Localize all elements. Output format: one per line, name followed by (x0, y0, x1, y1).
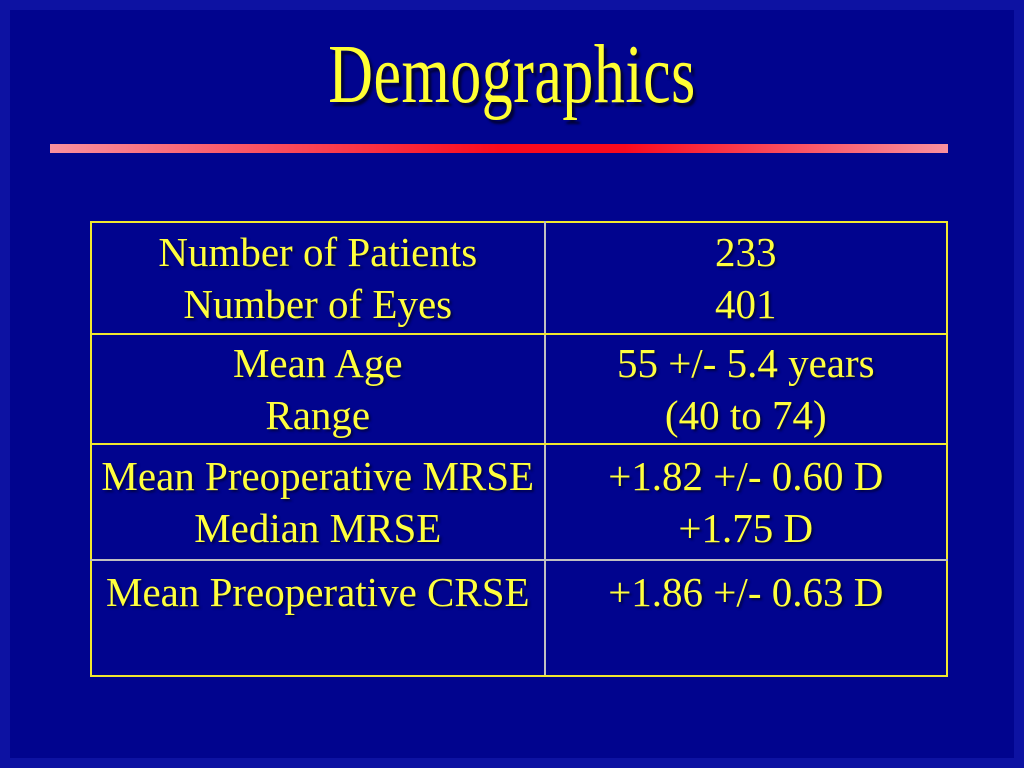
value-line: +1.82 +/- 0.60 D (608, 453, 884, 499)
value-cell: 233 401 (543, 221, 949, 335)
value-line: 401 (715, 281, 777, 327)
table-row: Number of Patients Number of Eyes 233 40… (90, 221, 949, 335)
label-line: Range (265, 392, 371, 438)
table-row: Mean Preoperative CRSE +1.86 +/- 0.63 D (90, 559, 949, 677)
value-cell: 55 +/- 5.4 years (40 to 74) (543, 333, 949, 445)
label-line: Number of Eyes (183, 281, 453, 327)
table-row: Mean Preoperative MRSE Median MRSE +1.82… (90, 443, 949, 561)
title-underline (50, 144, 948, 153)
label-cell: Mean Age Range (90, 333, 546, 445)
label-line: Number of Patients (158, 229, 478, 275)
table-row: Mean Age Range 55 +/- 5.4 years (40 to 7… (90, 333, 949, 445)
label-line: Mean Preoperative MRSE (101, 453, 535, 499)
label-cell: Mean Preoperative MRSE Median MRSE (90, 443, 546, 561)
label-line: Mean Preoperative CRSE (105, 569, 530, 615)
slide: Demographics Number of Patients Number o… (10, 10, 1014, 758)
value-line: 233 (715, 229, 777, 275)
value-line: (40 to 74) (664, 392, 827, 438)
value-line (546, 618, 946, 670)
label-line: Median MRSE (194, 505, 442, 551)
demographics-table: Number of Patients Number of Eyes 233 40… (90, 221, 949, 677)
value-line: 55 +/- 5.4 years (616, 340, 875, 386)
label-line: Mean Age (232, 340, 403, 386)
value-line: +1.75 D (678, 505, 814, 551)
value-line: +1.86 +/- 0.63 D (608, 569, 884, 615)
label-line (92, 618, 544, 670)
value-cell: +1.86 +/- 0.63 D (543, 559, 949, 677)
slide-title: Demographics (328, 28, 696, 121)
label-cell: Mean Preoperative CRSE (90, 559, 546, 677)
value-cell: +1.82 +/- 0.60 D +1.75 D (543, 443, 949, 561)
label-cell: Number of Patients Number of Eyes (90, 221, 546, 335)
